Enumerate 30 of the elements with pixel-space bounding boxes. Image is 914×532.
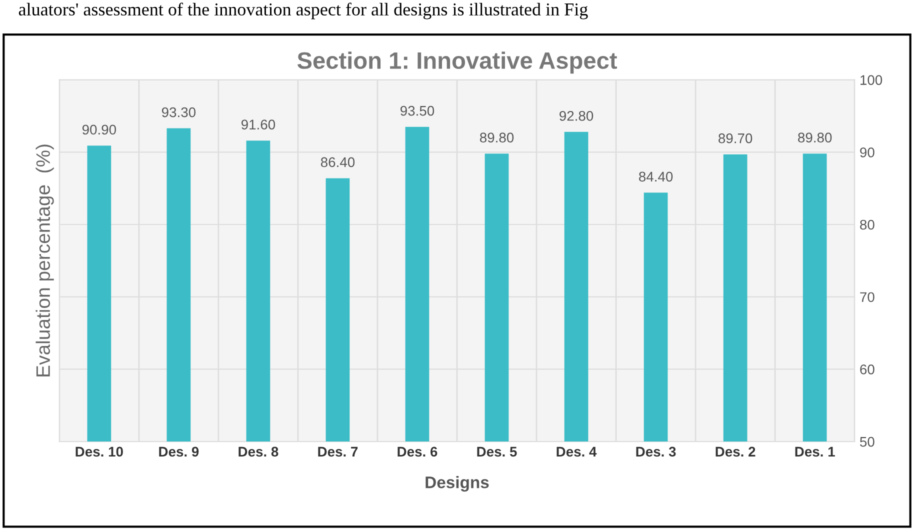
data-label: 93.50 bbox=[400, 106, 434, 116]
y-tick-label: 80 bbox=[860, 220, 874, 230]
data-label: 89.80 bbox=[798, 132, 832, 143]
data-label: 84.40 bbox=[639, 172, 673, 182]
x-tick-label: Des. 8 bbox=[238, 446, 278, 457]
data-label: 92.80 bbox=[560, 110, 594, 121]
data-label: 89.80 bbox=[480, 132, 514, 143]
data-label: 90.90 bbox=[82, 124, 116, 135]
x-tick-label: Des. 6 bbox=[398, 446, 438, 457]
x-tick-label: Des. 2 bbox=[716, 446, 756, 457]
data-label: 91.60 bbox=[241, 120, 276, 130]
data-label: 89.70 bbox=[718, 133, 752, 144]
x-tick-label: Des. 3 bbox=[636, 446, 676, 457]
y-tick-label: 100 bbox=[860, 75, 882, 85]
x-tick-label: Des. 1 bbox=[795, 446, 835, 457]
x-tick-label: Des. 7 bbox=[318, 446, 358, 457]
data-label: 93.30 bbox=[162, 107, 196, 118]
y-tick-label: 60 bbox=[860, 364, 874, 374]
y-tick-label: 70 bbox=[860, 292, 874, 302]
x-tick-label: Des. 9 bbox=[159, 446, 199, 457]
y-tick-label: 90 bbox=[860, 147, 874, 158]
chart-title: Section 1: Innovative Aspect bbox=[297, 52, 618, 74]
data-label: 86.40 bbox=[320, 157, 355, 168]
x-tick-label: Des. 10 bbox=[76, 446, 123, 457]
x-tick-label: Des. 5 bbox=[477, 446, 517, 457]
x-axis-title: Designs bbox=[426, 476, 489, 492]
x-tick-label: Des. 4 bbox=[556, 446, 597, 457]
y-axis-title: Evaluation percentage (%) bbox=[36, 144, 54, 376]
y-tick-label: 50 bbox=[860, 436, 874, 447]
text: aluators' assessment of the innovation aspect for all designs is illustrated in Fig bbox=[18, 2, 588, 20]
